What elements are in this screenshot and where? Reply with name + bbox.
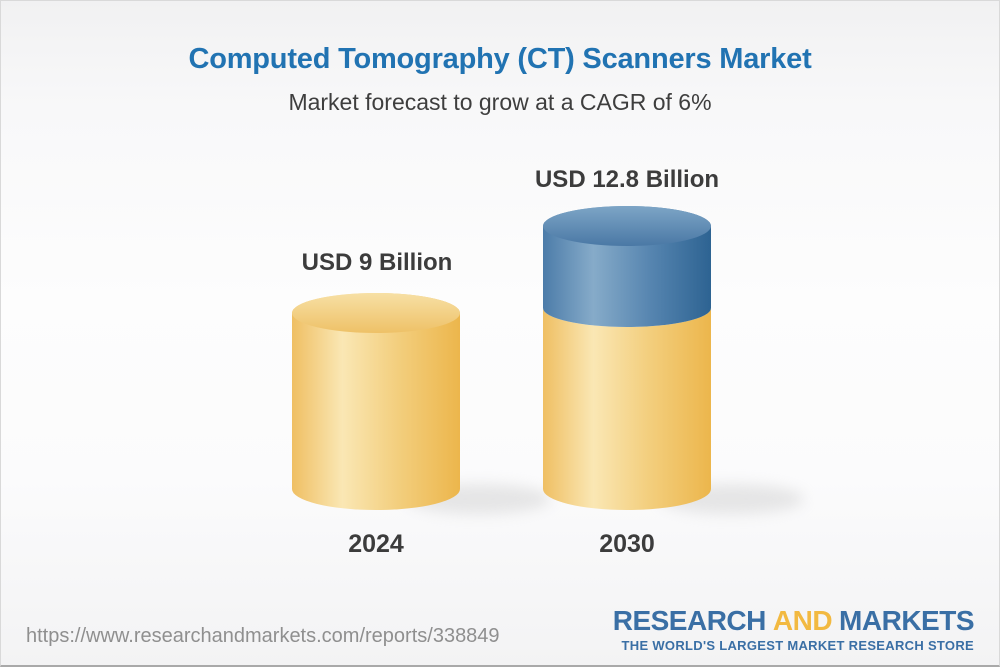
cylinder-2030 bbox=[543, 206, 711, 510]
value-label-2024: USD 9 Billion bbox=[301, 249, 453, 276]
research-and-markets-logo: RESEARCH AND MARKETS THE WORLD'S LARGEST M… bbox=[612, 605, 975, 653]
category-label-2024: 2024 bbox=[348, 530, 404, 558]
cylinder-2030-base-segment bbox=[543, 308, 711, 510]
logo-word-markets: MARKETS bbox=[839, 605, 974, 636]
category-label-2030: 2030 bbox=[599, 530, 655, 558]
cylinder-2030-growth-segment bbox=[543, 206, 711, 327]
report-url: https://www.researchandmarkets.com/repor… bbox=[26, 625, 500, 647]
logo-tagline: THE WORLD'S LARGEST MARKET RESEARCH STOR… bbox=[621, 638, 974, 653]
logo-wordmark: RESEARCH AND MARKETS bbox=[612, 605, 975, 636]
cylinder-2024 bbox=[292, 293, 460, 510]
logo-word-research: RESEARCH bbox=[612, 605, 767, 636]
chart-subtitle: Market forecast to grow at a CAGR of 6% bbox=[288, 89, 712, 115]
value-label-2030: USD 12.8 Billion bbox=[534, 166, 720, 193]
chart-title: Computed Tomography (CT) Scanners Market bbox=[188, 43, 812, 75]
logo-word-and: AND bbox=[772, 605, 833, 636]
